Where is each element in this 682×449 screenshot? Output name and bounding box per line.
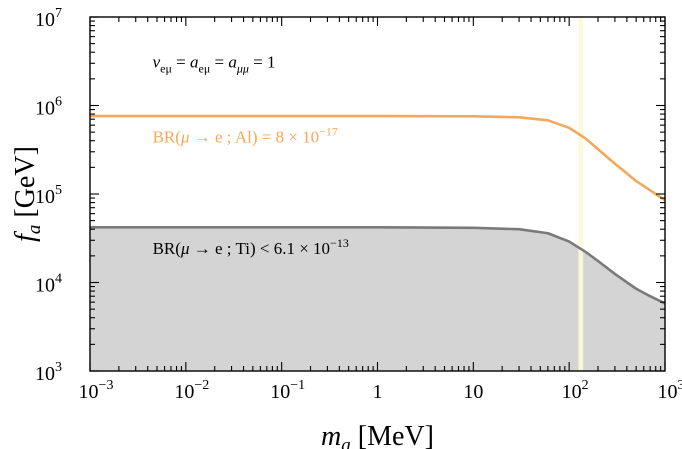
- y-tick-label: 103: [35, 360, 62, 385]
- x-tick-label: 10−1: [270, 378, 305, 403]
- series-line-1: [90, 226, 665, 305]
- series-line-0: [90, 114, 665, 202]
- x-tick-label: 103: [658, 378, 682, 403]
- y-axis-title: fa [GeV]: [10, 146, 45, 242]
- axes: [89, 16, 666, 372]
- x-tick-label: 10−2: [174, 378, 209, 403]
- plot-area: [90, 17, 665, 371]
- x-axis-title: ma [MeV]: [321, 421, 434, 449]
- vertical-band: [578, 17, 584, 371]
- x-tick-label: 10−3: [79, 378, 114, 403]
- tick-labels: 10−3 10−2 10−1 1 10 102 103 103 104 105 106 107 ma […: [10, 6, 682, 449]
- y-tick-label: 107: [35, 6, 62, 31]
- annotation-couplings: veμ = aeμ = aμμ = 1: [153, 52, 276, 75]
- annotation-al-label: BR(μ → e ; Al) = 8 × 10−17: [153, 125, 338, 147]
- x-tick-label: 102: [562, 378, 589, 403]
- x-tick-label: 10: [463, 381, 483, 403]
- annotations: veμ = aeμ = aμμ = 1 BR(μ → e ; Al) = 8 × …: [153, 52, 349, 258]
- y-tick-label: 104: [35, 272, 62, 297]
- y-tick-label: 105: [35, 183, 62, 208]
- x-tick-label: 1: [373, 381, 383, 403]
- annotation-ti-label: BR(μ → e ; Ti) < 6.1 × 10−13: [153, 236, 349, 258]
- excluded-region-fill-1: [90, 227, 665, 371]
- y-tick-label: 106: [35, 95, 62, 120]
